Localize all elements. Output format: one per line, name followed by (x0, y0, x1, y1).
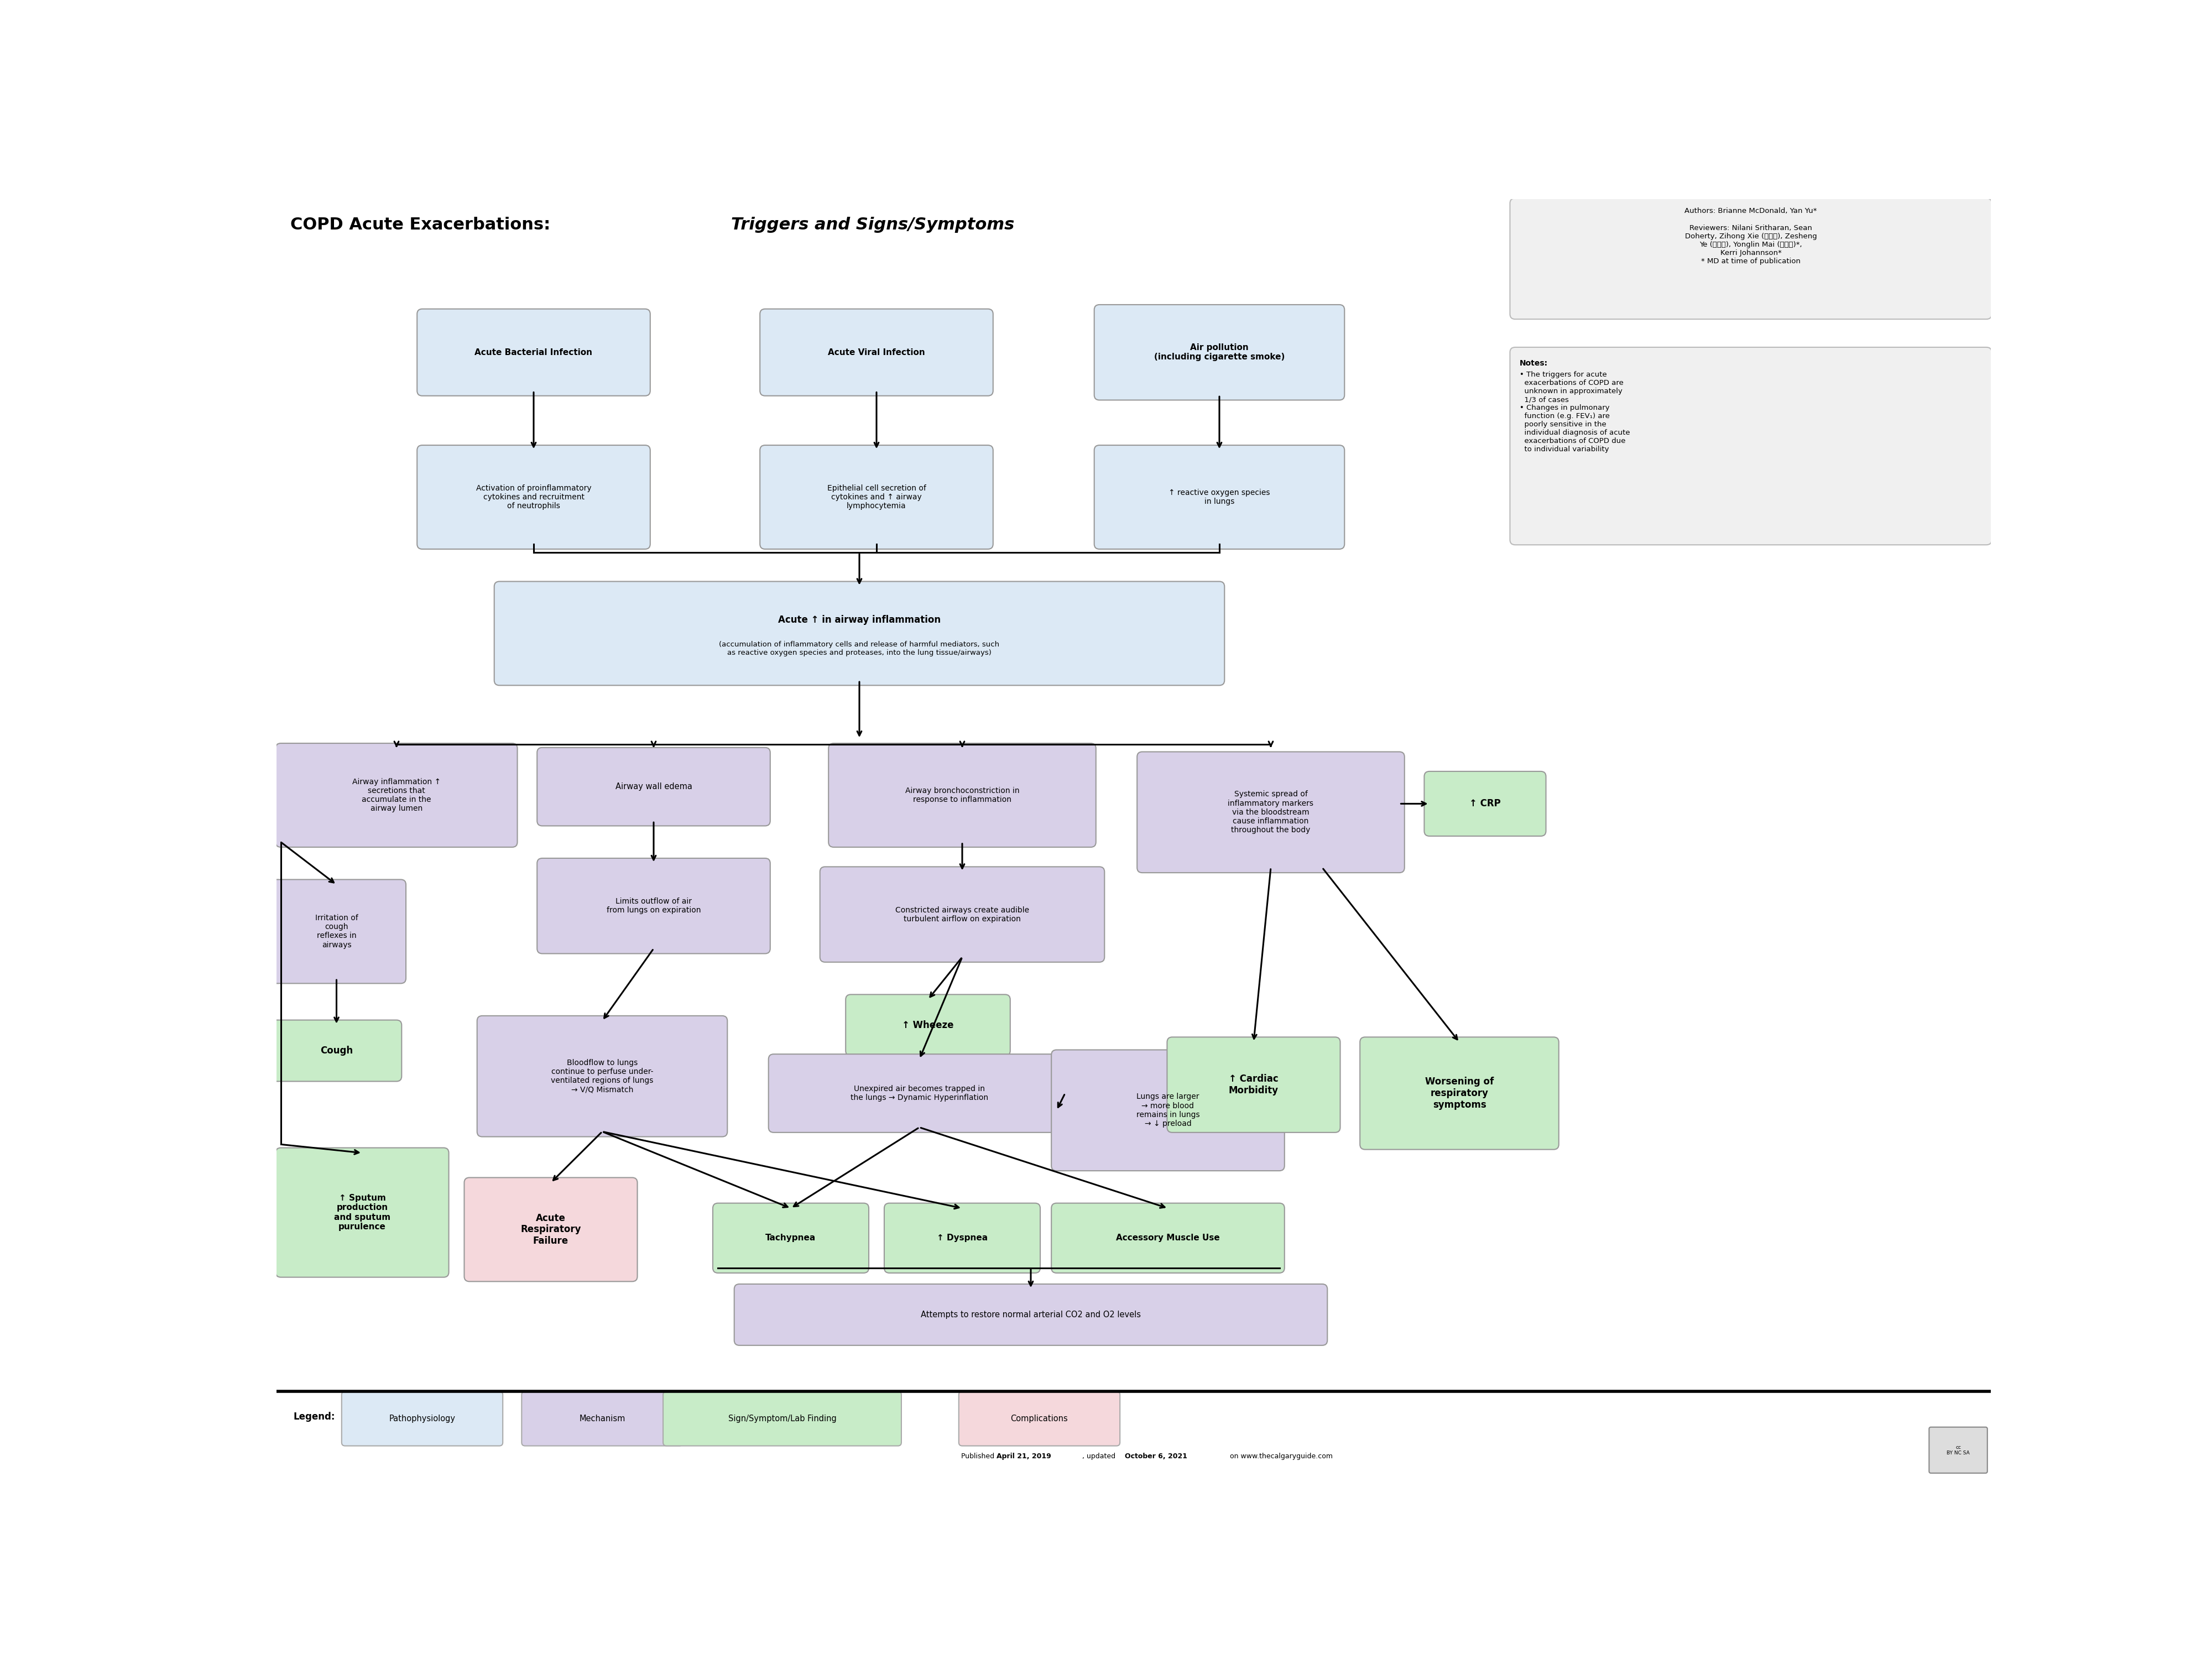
FancyBboxPatch shape (734, 1284, 1327, 1345)
FancyBboxPatch shape (830, 743, 1095, 848)
Text: ↑ reactive oxygen species
in lungs: ↑ reactive oxygen species in lungs (1168, 489, 1270, 506)
FancyBboxPatch shape (821, 866, 1104, 962)
FancyBboxPatch shape (272, 1020, 403, 1082)
FancyBboxPatch shape (1511, 347, 1991, 544)
FancyBboxPatch shape (1425, 771, 1546, 836)
FancyBboxPatch shape (1929, 1427, 1986, 1473)
FancyBboxPatch shape (1360, 1037, 1559, 1150)
Text: ↑ Cardiac
Morbidity: ↑ Cardiac Morbidity (1228, 1073, 1279, 1095)
Text: Bloodflow to lungs
continue to perfuse under-
ventilated regions of lungs
→ V/Q : Bloodflow to lungs continue to perfuse u… (551, 1058, 653, 1093)
Text: ↑ CRP: ↑ CRP (1469, 798, 1500, 808)
FancyBboxPatch shape (1511, 197, 1991, 319)
Text: Tachypnea: Tachypnea (765, 1234, 816, 1243)
FancyBboxPatch shape (768, 1053, 1071, 1133)
FancyBboxPatch shape (418, 309, 650, 397)
Text: April 21, 2019: April 21, 2019 (995, 1453, 1051, 1460)
FancyBboxPatch shape (1095, 305, 1345, 400)
Text: ↑ Wheeze: ↑ Wheeze (902, 1020, 953, 1030)
FancyBboxPatch shape (1137, 752, 1405, 873)
Text: Mechanism: Mechanism (580, 1415, 626, 1423)
Text: Systemic spread of
inflammatory markers
via the bloodstream
cause inflammation
t: Systemic spread of inflammatory markers … (1228, 790, 1314, 834)
Text: Legend:: Legend: (294, 1412, 336, 1422)
Text: Worsening of
respiratory
symptoms: Worsening of respiratory symptoms (1425, 1077, 1493, 1110)
FancyBboxPatch shape (1051, 1050, 1285, 1171)
Text: Complications: Complications (1011, 1415, 1068, 1423)
FancyBboxPatch shape (761, 309, 993, 397)
Text: Acute Bacterial Infection: Acute Bacterial Infection (476, 348, 593, 357)
Text: ↑ Sputum
production
and sputum
purulence: ↑ Sputum production and sputum purulence (334, 1194, 392, 1231)
FancyBboxPatch shape (478, 1015, 728, 1136)
FancyBboxPatch shape (1095, 445, 1345, 549)
Text: Air pollution
(including cigarette smoke): Air pollution (including cigarette smoke… (1155, 343, 1285, 362)
Text: Reviewers: Nilani Sritharan, Sean
Doherty, Zihong Xie (谢梓洺), Zesheng
Ye (叶泽生), Y: Reviewers: Nilani Sritharan, Sean Dohert… (1686, 224, 1816, 265)
FancyBboxPatch shape (522, 1392, 684, 1447)
Text: Acute Viral Infection: Acute Viral Infection (827, 348, 925, 357)
Text: Acute
Respiratory
Failure: Acute Respiratory Failure (520, 1213, 582, 1246)
Text: COPD Acute Exacerbations:: COPD Acute Exacerbations: (290, 217, 555, 232)
Text: (accumulation of inflammatory cells and release of harmful mediators, such
as re: (accumulation of inflammatory cells and … (719, 640, 1000, 657)
FancyBboxPatch shape (712, 1203, 869, 1272)
Text: on www.thecalgaryguide.com: on www.thecalgaryguide.com (1228, 1453, 1334, 1460)
Text: Published: Published (960, 1453, 995, 1460)
Text: Sign/Symptom/Lab Finding: Sign/Symptom/Lab Finding (728, 1415, 836, 1423)
Text: Epithelial cell secretion of
cytokines and ↑ airway
lymphocytemia: Epithelial cell secretion of cytokines a… (827, 484, 927, 509)
FancyBboxPatch shape (664, 1392, 900, 1447)
FancyBboxPatch shape (418, 445, 650, 549)
Text: , updated: , updated (1082, 1453, 1117, 1460)
Text: ↑ Dyspnea: ↑ Dyspnea (936, 1234, 989, 1243)
Text: Pathophysiology: Pathophysiology (389, 1415, 456, 1423)
FancyBboxPatch shape (885, 1203, 1040, 1272)
Text: Airway wall edema: Airway wall edema (615, 783, 692, 791)
Text: Limits outflow of air
from lungs on expiration: Limits outflow of air from lungs on expi… (606, 898, 701, 914)
FancyBboxPatch shape (276, 743, 518, 848)
FancyBboxPatch shape (465, 1178, 637, 1281)
Text: Acute ↑ in airway inflammation: Acute ↑ in airway inflammation (779, 615, 940, 625)
FancyBboxPatch shape (538, 858, 770, 954)
Text: October 6, 2021: October 6, 2021 (1126, 1453, 1188, 1460)
Text: • The triggers for acute
  exacerbations of COPD are
  unknown in approximately
: • The triggers for acute exacerbations o… (1520, 372, 1630, 453)
FancyBboxPatch shape (1051, 1203, 1285, 1272)
FancyBboxPatch shape (538, 748, 770, 826)
FancyBboxPatch shape (268, 879, 407, 984)
Text: Airway inflammation ↑
secretions that
accumulate in the
airway lumen: Airway inflammation ↑ secretions that ac… (352, 778, 440, 813)
Text: Notes:: Notes: (1520, 360, 1548, 367)
Text: Lungs are larger
→ more blood
remains in lungs
→ ↓ preload: Lungs are larger → more blood remains in… (1137, 1093, 1199, 1128)
Text: Activation of proinflammatory
cytokines and recruitment
of neutrophils: Activation of proinflammatory cytokines … (476, 484, 591, 509)
Text: Constricted airways create audible
turbulent airflow on expiration: Constricted airways create audible turbu… (896, 906, 1029, 922)
Text: Attempts to restore normal arterial CO2 and O2 levels: Attempts to restore normal arterial CO2 … (920, 1311, 1141, 1319)
FancyBboxPatch shape (761, 445, 993, 549)
FancyBboxPatch shape (276, 1148, 449, 1277)
Text: Cough: Cough (321, 1045, 354, 1055)
Text: cc
BY NC SA: cc BY NC SA (1947, 1445, 1969, 1455)
Text: Triggers and Signs/Symptoms: Triggers and Signs/Symptoms (730, 217, 1013, 232)
FancyBboxPatch shape (1168, 1037, 1340, 1133)
Text: Irritation of
cough
reflexes in
airways: Irritation of cough reflexes in airways (314, 914, 358, 949)
FancyBboxPatch shape (958, 1392, 1119, 1447)
FancyBboxPatch shape (845, 994, 1011, 1055)
FancyBboxPatch shape (341, 1392, 502, 1447)
Text: Airway bronchoconstriction in
response to inflammation: Airway bronchoconstriction in response t… (905, 786, 1020, 803)
FancyBboxPatch shape (493, 581, 1225, 685)
Text: Accessory Muscle Use: Accessory Muscle Use (1117, 1234, 1219, 1243)
Text: Unexpired air becomes trapped in
the lungs → Dynamic Hyperinflation: Unexpired air becomes trapped in the lun… (849, 1085, 989, 1102)
Text: Authors: Brianne McDonald, Yan Yu*: Authors: Brianne McDonald, Yan Yu* (1686, 207, 1816, 214)
